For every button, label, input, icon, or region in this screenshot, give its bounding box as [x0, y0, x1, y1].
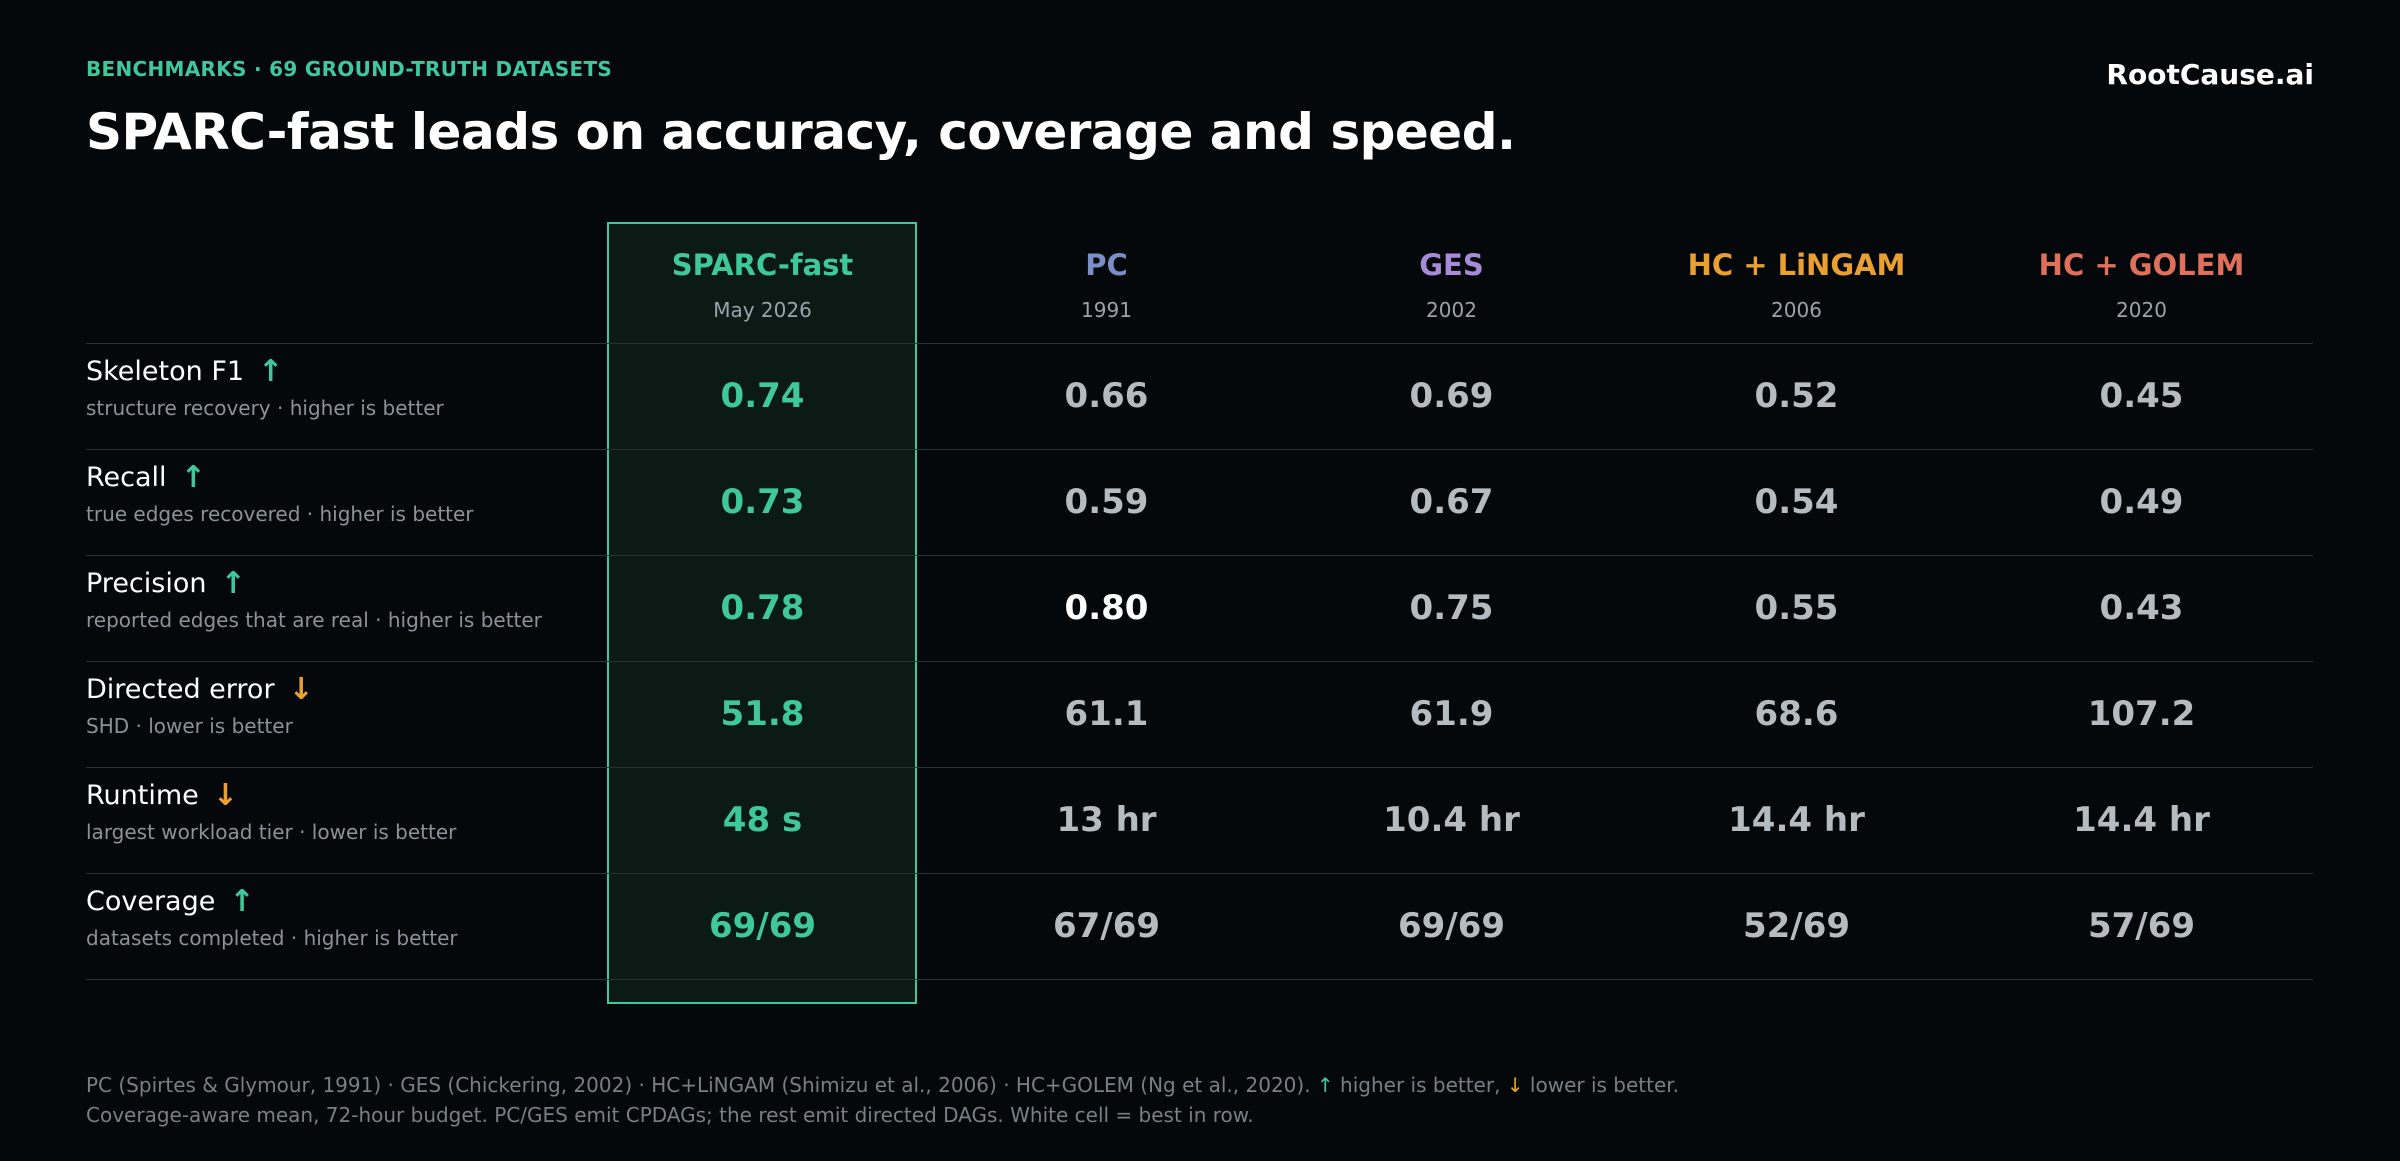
row-label: Coverage ↑ datasets completed · higher is …	[86, 886, 458, 950]
arrow-up-icon: ↑	[258, 353, 284, 389]
table-row: Recall ↑ true edges recovered · higher is …	[0, 449, 2400, 555]
arrow-up-icon: ↑	[220, 565, 246, 601]
metric-name: Directed error ↓	[86, 674, 314, 705]
table-cell: 57/69	[2087, 906, 2196, 946]
arrow-down-icon: ↓	[212, 777, 238, 813]
row-divider	[86, 449, 2313, 450]
column-year: 2020	[2116, 298, 2167, 322]
metric-name: Runtime ↓	[86, 780, 456, 811]
table-cell: 0.49	[2099, 482, 2184, 522]
row-divider	[86, 873, 2313, 874]
arrow-down-icon: ↓	[1506, 1073, 1524, 1097]
column-name: HC + GOLEM	[2038, 248, 2245, 282]
footnote-higher: higher is better,	[1340, 1073, 1501, 1097]
column-name: GES	[1419, 248, 1484, 282]
table-row: Runtime ↓ largest workload tier · lower is…	[0, 767, 2400, 873]
table-cell: 0.59	[1064, 482, 1149, 522]
metric-name-text: Recall	[86, 462, 167, 493]
table-cell: 0.54	[1754, 482, 1839, 522]
page-title: SPARC-fast leads on accuracy, coverage a…	[86, 103, 1516, 161]
arrow-down-icon: ↓	[288, 671, 314, 707]
column-header: SPARC-fast May 2026	[590, 248, 935, 322]
metric-name-text: Skeleton F1	[86, 356, 245, 387]
row-label: Skeleton F1 ↑ structure recovery · higher …	[86, 356, 444, 420]
eyebrow: BENCHMARKS · 69 GROUND-TRUTH DATASETS	[86, 57, 613, 81]
table-cell: 67/69	[1052, 906, 1161, 946]
column-header: HC + LiNGAM 2006	[1624, 248, 1969, 322]
table-cell: 0.80	[1064, 588, 1149, 628]
table-cell: 69/69	[1397, 906, 1506, 946]
table-cell: 68.6	[1754, 694, 1839, 734]
metric-name-text: Directed error	[86, 674, 275, 705]
table-cell: 52/69	[1742, 906, 1851, 946]
footnote-citations: PC (Spirtes & Glymour, 1991) · GES (Chic…	[86, 1073, 1311, 1097]
row-label: Runtime ↓ largest workload tier · lower is…	[86, 780, 456, 844]
metric-description: reported edges that are real · higher is…	[86, 608, 542, 632]
metric-name: Skeleton F1 ↑	[86, 356, 444, 387]
row-label: Precision ↑ reported edges that are real ·…	[86, 568, 542, 632]
metric-name: Coverage ↑	[86, 886, 458, 917]
table-cell: 14.4 hr	[1728, 800, 1865, 840]
column-name: PC	[1085, 248, 1128, 282]
table-cell: 61.9	[1409, 694, 1494, 734]
metric-name-text: Precision	[86, 568, 207, 599]
metric-description: datasets completed · higher is better	[86, 926, 458, 950]
table-cell: 10.4 hr	[1383, 800, 1520, 840]
metric-description: true edges recovered · higher is better	[86, 502, 474, 526]
table-cell: 0.73	[720, 482, 805, 522]
metric-name-text: Runtime	[86, 780, 199, 811]
table-cell: 107.2	[2087, 694, 2196, 734]
column-header: HC + GOLEM 2020	[1969, 248, 2314, 322]
table-cell: 69/69	[708, 906, 817, 946]
table-cell: 51.8	[720, 694, 805, 734]
table-cell: 48 s	[722, 800, 803, 840]
table-cell: 61.1	[1064, 694, 1149, 734]
table-row: Directed error ↓ SHD · lower is better 51.8…	[0, 661, 2400, 767]
column-header: GES 2002	[1279, 248, 1624, 322]
footnote: PC (Spirtes & Glymour, 1991) · GES (Chic…	[86, 1070, 1679, 1130]
table-row: Skeleton F1 ↑ structure recovery · higher …	[0, 343, 2400, 449]
table-cell: 0.66	[1064, 376, 1149, 416]
table-cell: 0.45	[2099, 376, 2184, 416]
metric-name: Recall ↑	[86, 462, 474, 493]
arrow-up-icon: ↑	[229, 883, 255, 919]
metric-name: Precision ↑	[86, 568, 542, 599]
column-name: HC + LiNGAM	[1687, 248, 1906, 282]
row-divider	[86, 555, 2313, 556]
row-divider	[86, 767, 2313, 768]
arrow-up-icon: ↑	[180, 459, 206, 495]
footnote-lower: lower is better.	[1529, 1073, 1680, 1097]
table-cell: 0.67	[1409, 482, 1494, 522]
footnote-line-2: Coverage-aware mean, 72-hour budget. PC/…	[86, 1103, 1254, 1127]
metric-name-text: Coverage	[86, 886, 216, 917]
row-label: Directed error ↓ SHD · lower is better	[86, 674, 314, 738]
row-divider	[86, 661, 2313, 662]
column-name: SPARC-fast	[671, 248, 854, 282]
row-label: Recall ↑ true edges recovered · higher is …	[86, 462, 474, 526]
table-cell: 13 hr	[1056, 800, 1157, 840]
table-cell: 14.4 hr	[2073, 800, 2210, 840]
column-year: 2006	[1771, 298, 1822, 322]
column-year: 1991	[1081, 298, 1132, 322]
column-year: May 2026	[713, 298, 812, 322]
table-cell: 0.74	[720, 376, 805, 416]
table-row: Coverage ↑ datasets completed · higher is …	[0, 873, 2400, 979]
footnote-line-1: PC (Spirtes & Glymour, 1991) · GES (Chic…	[86, 1070, 1679, 1100]
table-cell: 0.78	[720, 588, 805, 628]
brand-logo: RootCause.ai	[2106, 58, 2314, 91]
row-divider	[86, 343, 2313, 344]
column-year: 2002	[1426, 298, 1477, 322]
table-cell: 0.75	[1409, 588, 1494, 628]
table-cell: 0.43	[2099, 588, 2184, 628]
arrow-up-icon: ↑	[1316, 1073, 1334, 1097]
table-cell: 0.69	[1409, 376, 1494, 416]
metric-description: largest workload tier · lower is better	[86, 820, 457, 844]
metric-description: SHD · lower is better	[86, 714, 293, 738]
table-cell: 0.52	[1754, 376, 1839, 416]
table-row: Precision ↑ reported edges that are real ·…	[0, 555, 2400, 661]
column-header: PC 1991	[934, 248, 1279, 322]
table-cell: 0.55	[1754, 588, 1839, 628]
row-divider	[86, 979, 2313, 980]
metric-description: structure recovery · higher is better	[86, 396, 444, 420]
